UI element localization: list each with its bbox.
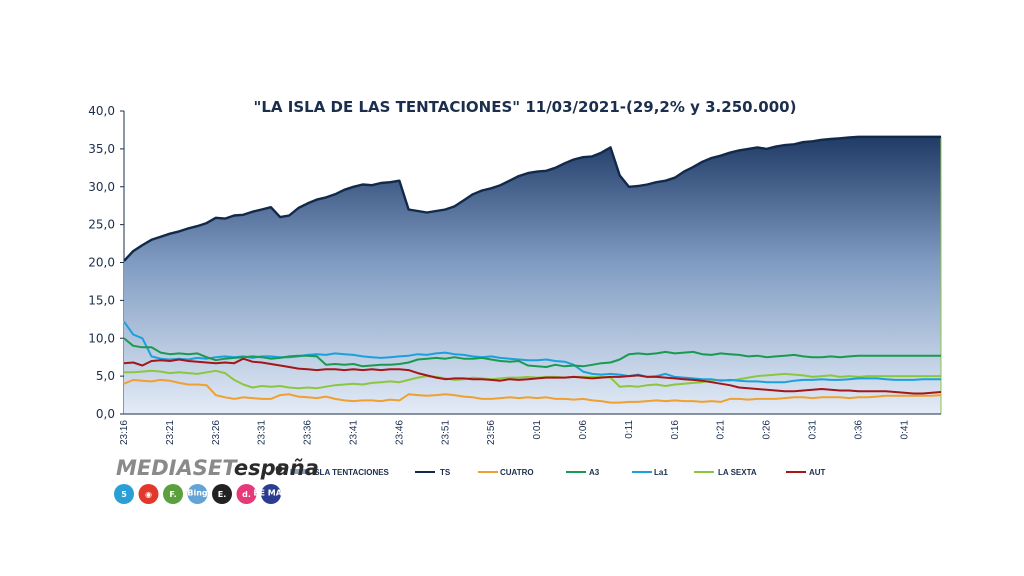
x-tick-label: 0:16	[670, 420, 681, 440]
y-tick-label: 40,0	[88, 104, 115, 118]
y-tick-label: 30,0	[88, 180, 115, 194]
brand-dot	[275, 465, 283, 473]
x-tick-label: 0:01	[532, 420, 543, 440]
fdf-icon	[163, 484, 183, 504]
legend: ISLA TENTACIONES TS CUATRO A3 La1 LA SEXTA AUT	[290, 468, 826, 477]
mediaset-espana-logo: MEDIASETespaña	[116, 456, 319, 480]
series-aut-line	[123, 357, 942, 395]
legend-label-aut: AUT	[809, 468, 826, 477]
telecinco-icon	[114, 484, 134, 504]
x-tick-label: 0:11	[624, 420, 635, 439]
legend-swatch-isla-tentaciones	[290, 469, 310, 474]
x-tick-label: 0:41	[899, 420, 910, 440]
chart-title: "LA ISLA DE LAS TENTACIONES" 11/03/2021-…	[254, 98, 797, 116]
boing-icon	[187, 484, 208, 504]
x-tick-label: 0:31	[808, 420, 819, 440]
y-tick-label: 35,0	[88, 142, 115, 156]
fdf-glyph: F.	[169, 490, 176, 499]
boing-glyph: Bing	[187, 489, 208, 498]
series-ts-line	[123, 135, 941, 262]
x-tick-label: 0:21	[716, 420, 727, 440]
x-tick-label: 0:06	[578, 420, 589, 440]
y-tick-label: 25,0	[88, 218, 115, 232]
legend-label-ts: TS	[440, 468, 451, 477]
channel-logos: 5 ◉ F. Bing E. d. BE MAD	[114, 484, 289, 504]
divinity-glyph: d.	[242, 490, 251, 499]
brand-area: MEDIASETespaña 5 ◉ F. Bing E. d.BE MAD	[114, 456, 319, 504]
x-tick-label: 23:31	[257, 420, 268, 445]
x-tick-label: 23:36	[303, 420, 314, 445]
x-tick-label: 23:41	[349, 420, 360, 445]
y-tick-label: 15,0	[88, 293, 115, 307]
legend-label-la1: La1	[654, 468, 668, 477]
energy-icon	[212, 484, 232, 504]
telecinco-glyph: 5	[121, 490, 127, 499]
plot-area: 0,0 5,0 10,0 15,0 20,0 25,0 30,0 35,0 40,0 23:16 2…	[88, 104, 942, 445]
energy-glyph: E.	[218, 490, 227, 499]
series-la-sexta-line	[124, 369, 941, 390]
divinity-icon	[236, 484, 257, 504]
x-tick-label: 23:51	[440, 420, 451, 445]
x-tick-label: 23:21	[165, 420, 176, 445]
x-tick-label: 23:26	[211, 420, 222, 445]
legend-label-cuatro: CUATRO	[500, 468, 534, 477]
x-tick-label: 23:16	[119, 420, 130, 445]
x-tick-label: 0:26	[762, 420, 773, 440]
series-ts-area	[124, 136, 941, 415]
x-tick-label: 23:46	[394, 420, 405, 445]
y-tick-label: 5,0	[96, 369, 115, 383]
legend-label-la-sexta: LA SEXTA	[718, 468, 757, 477]
x-tick-label: 0:36	[853, 420, 864, 440]
series-a3-line	[123, 337, 941, 368]
legend-label-isla-tentaciones: ISLA TENTACIONES	[312, 468, 390, 477]
y-tick-label: 0,0	[96, 407, 115, 421]
be-mad-icon	[261, 484, 281, 504]
y-tick-label: 10,0	[88, 331, 115, 345]
brand-mediaset-text: MEDIASET	[116, 456, 238, 480]
legend-label-a3: A3	[589, 468, 600, 477]
cuatro-icon	[138, 484, 159, 504]
series-cuatro-line	[123, 378, 942, 404]
be-mad-glyph: BE MAD	[253, 489, 289, 498]
y-tick-label: 20,0	[88, 256, 115, 270]
x-tick-label: 23:56	[486, 420, 497, 445]
cuatro-glyph: ◉	[145, 490, 152, 499]
